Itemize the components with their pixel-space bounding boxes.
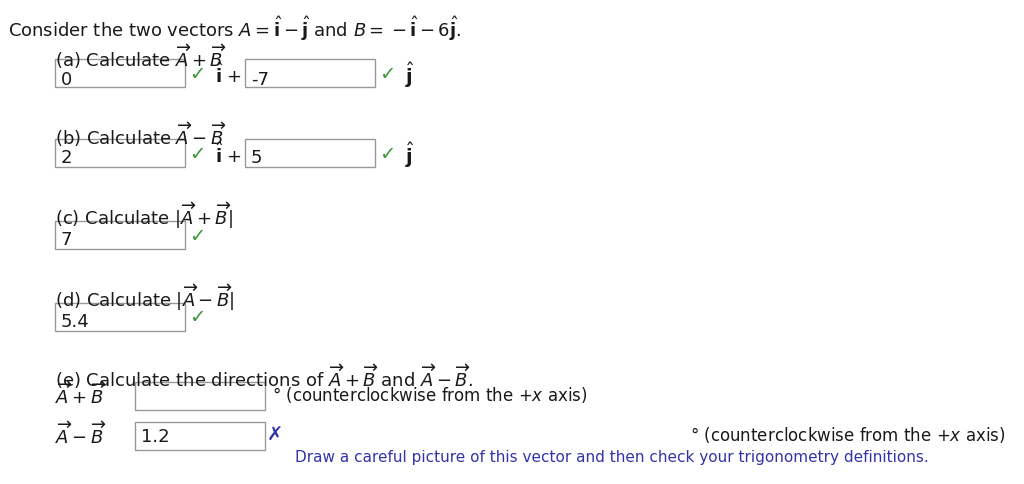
- Text: 0: 0: [61, 71, 73, 89]
- Text: $\overrightarrow{A} + \overrightarrow{B}$: $\overrightarrow{A} + \overrightarrow{B}…: [55, 381, 106, 408]
- Text: (e) Calculate the directions of $\overrightarrow{A} + \overrightarrow{B}$ and $\: (e) Calculate the directions of $\overri…: [55, 361, 473, 390]
- Text: Draw a careful picture of this vector and then check your trigonometry definitio: Draw a careful picture of this vector an…: [295, 449, 929, 464]
- Text: $\hat{\mathbf{j}}$: $\hat{\mathbf{j}}$: [406, 60, 415, 90]
- Bar: [245, 140, 375, 167]
- Text: (a) Calculate $\overrightarrow{A} + \overrightarrow{B}$: (a) Calculate $\overrightarrow{A} + \ove…: [55, 42, 226, 71]
- Text: ✗: ✗: [267, 424, 284, 443]
- Text: 5: 5: [251, 149, 262, 166]
- Bar: [55, 303, 185, 332]
- Bar: [55, 222, 185, 249]
- Text: 1.2: 1.2: [141, 427, 170, 445]
- Bar: [245, 60, 375, 88]
- Text: ° (counterclockwise from the +$x$ axis): ° (counterclockwise from the +$x$ axis): [272, 384, 588, 404]
- Bar: [55, 140, 185, 167]
- Bar: [55, 60, 185, 88]
- Text: ✓: ✓: [188, 145, 205, 164]
- Text: $\hat{\mathbf{i}}$ +: $\hat{\mathbf{i}}$ +: [215, 142, 242, 167]
- Text: -7: -7: [251, 71, 269, 89]
- Text: $\hat{\mathbf{i}}$ +: $\hat{\mathbf{i}}$ +: [215, 62, 242, 87]
- Text: ✓: ✓: [188, 308, 205, 327]
- Bar: [135, 382, 265, 410]
- Text: ✓: ✓: [188, 227, 205, 246]
- Text: 5.4: 5.4: [61, 312, 90, 330]
- Bar: [135, 422, 265, 450]
- Text: ✓: ✓: [379, 65, 395, 84]
- Text: 2: 2: [61, 149, 73, 166]
- Text: $\overrightarrow{A} - \overrightarrow{B}$: $\overrightarrow{A} - \overrightarrow{B}…: [55, 421, 106, 448]
- Text: ✓: ✓: [188, 65, 205, 84]
- Text: Consider the two vectors $A = \hat{\mathbf{i}} - \hat{\mathbf{j}}$ and $B = - \h: Consider the two vectors $A = \hat{\math…: [8, 14, 461, 43]
- Text: (d) Calculate $|\overrightarrow{A} - \overrightarrow{B}|$: (d) Calculate $|\overrightarrow{A} - \ov…: [55, 281, 234, 312]
- Text: ✓: ✓: [379, 145, 395, 164]
- Text: (c) Calculate $|\overrightarrow{A} + \overrightarrow{B}|$: (c) Calculate $|\overrightarrow{A} + \ov…: [55, 199, 233, 230]
- Text: 7: 7: [61, 230, 73, 248]
- Text: (b) Calculate $\overrightarrow{A} - \overrightarrow{B}$: (b) Calculate $\overrightarrow{A} - \ove…: [55, 120, 226, 149]
- Text: ° (counterclockwise from the +$x$ axis): ° (counterclockwise from the +$x$ axis): [690, 424, 1006, 444]
- Text: $\hat{\mathbf{j}}$: $\hat{\mathbf{j}}$: [406, 140, 415, 169]
